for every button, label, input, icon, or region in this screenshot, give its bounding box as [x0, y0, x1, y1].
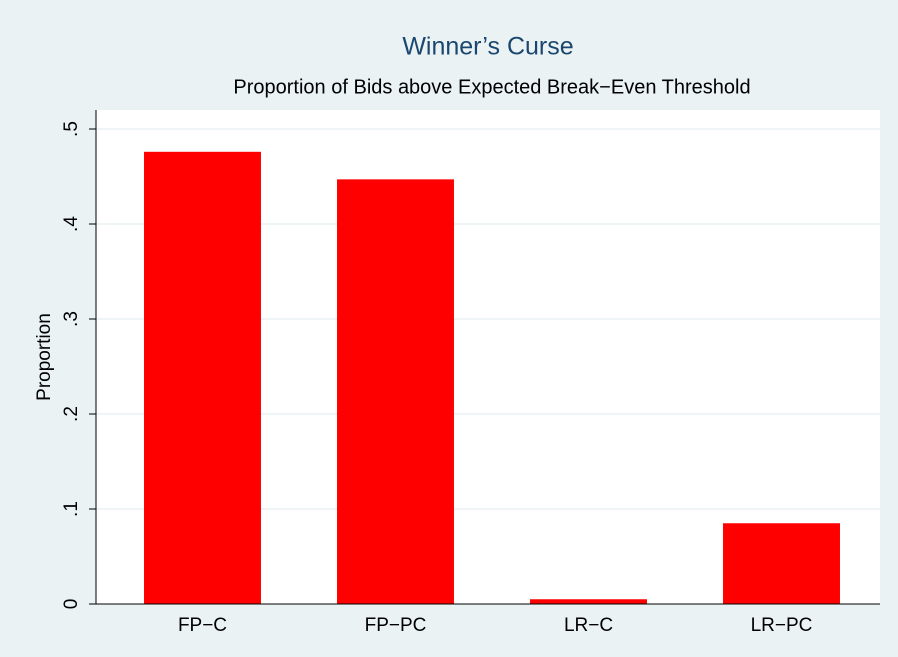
bar: [530, 599, 647, 604]
x-tick-label: LR−PC: [751, 615, 813, 636]
y-tick-label: .3: [61, 311, 82, 327]
y-axis-label: Proportion: [34, 313, 55, 401]
y-tick-label: .5: [61, 121, 82, 137]
bar: [723, 523, 840, 604]
y-tick-label: .2: [61, 406, 82, 422]
y-tick-label: .4: [61, 216, 82, 232]
y-tick-label: .1: [61, 501, 82, 517]
chart-subtitle: Proportion of Bids above Expected Break−…: [233, 76, 750, 98]
x-tick-label: LR−C: [564, 615, 613, 636]
y-tick-label: 0: [61, 599, 82, 610]
x-tick-label: FP−C: [178, 615, 227, 636]
bar: [144, 151, 261, 605]
bar: [337, 179, 454, 604]
chart-title: Winner’s Curse: [402, 33, 573, 61]
x-tick-label: FP−PC: [365, 615, 427, 636]
